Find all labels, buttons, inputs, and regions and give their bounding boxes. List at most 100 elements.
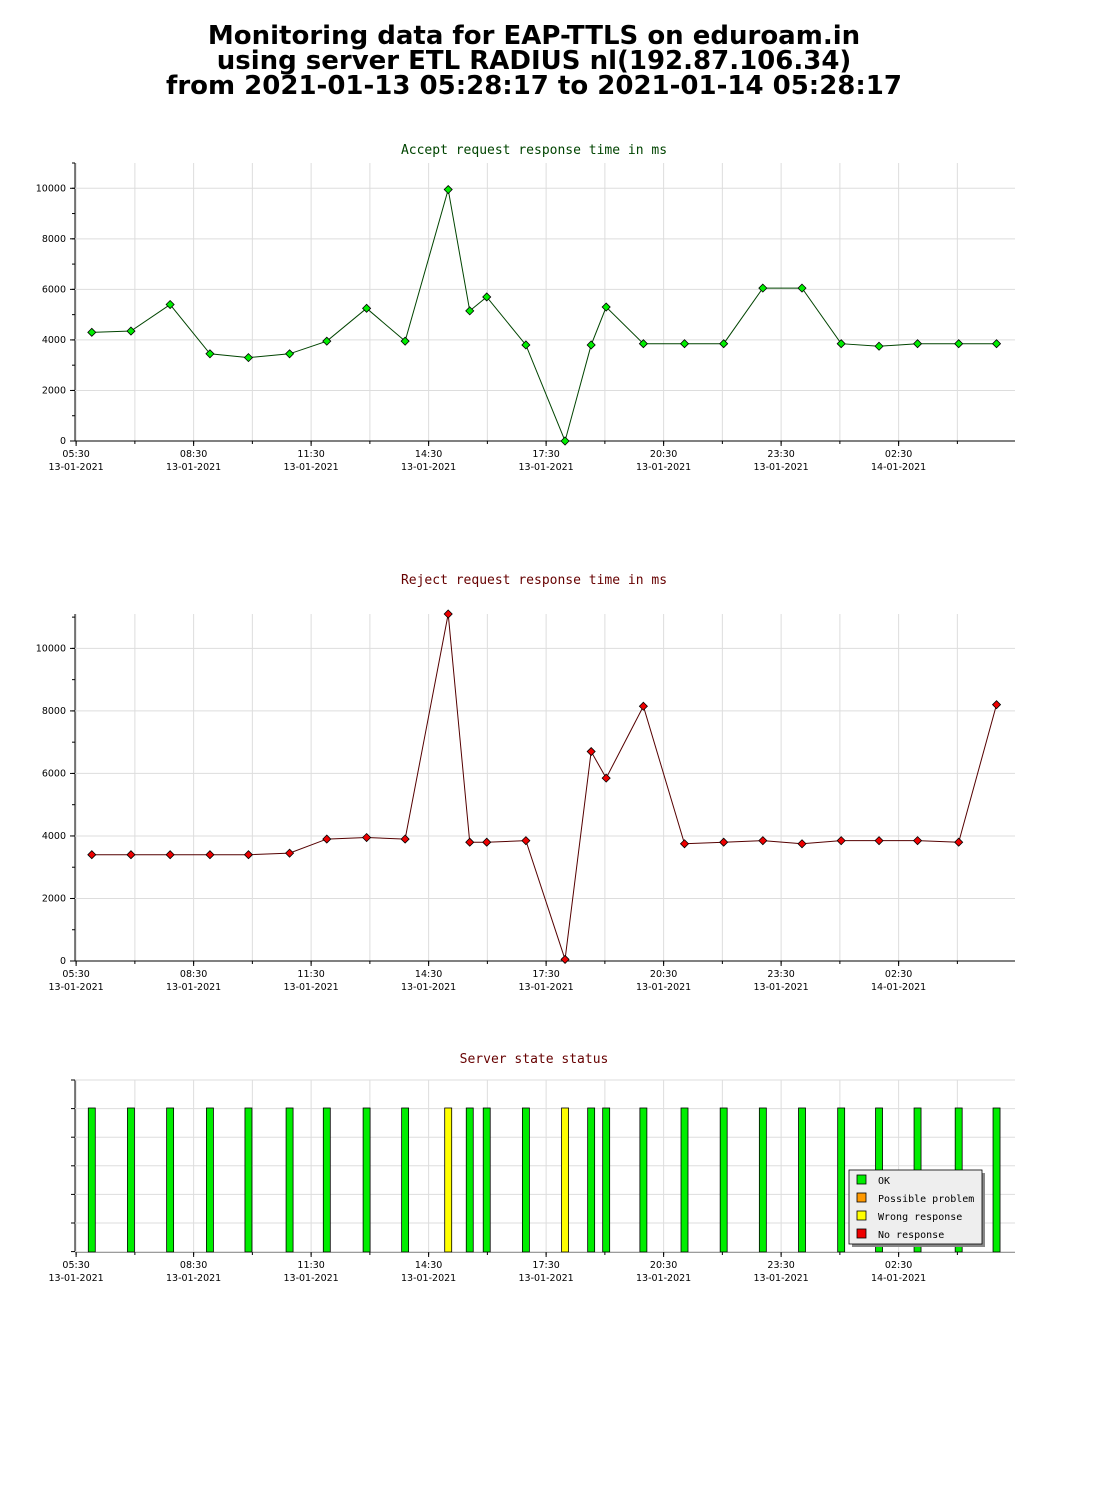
- status-bar: [166, 1107, 175, 1253]
- data-point: [719, 339, 729, 349]
- data-point: [243, 353, 254, 363]
- y-tick-label: 6000: [42, 284, 66, 295]
- legend-label: Possible problem: [878, 1194, 974, 1205]
- data-point: [362, 303, 372, 313]
- header-line-1: Monitoring data for EAP-TTLS on eduroam.…: [207, 21, 861, 51]
- x-tick-label-date: 13-01-2021: [166, 982, 221, 993]
- chart-title: Accept request response time in ms: [401, 143, 667, 158]
- data-point: [465, 306, 475, 316]
- data-point: [482, 837, 492, 847]
- x-tick-label-date: 13-01-2021: [401, 1273, 456, 1284]
- status-bar: [244, 1107, 253, 1253]
- x-tick-label-time: 11:30: [297, 1260, 324, 1271]
- y-tick-label: 8000: [42, 234, 66, 245]
- x-tick-label-time: 14:30: [415, 449, 442, 460]
- x-tick-label-time: 20:30: [650, 449, 677, 460]
- data-point: [243, 850, 254, 860]
- status-bar: [87, 1107, 96, 1253]
- data-point: [560, 436, 570, 446]
- chart-title: Server state status: [460, 1052, 609, 1067]
- x-tick-label-date: 13-01-2021: [284, 462, 339, 473]
- x-tick-label-date: 14-01-2021: [871, 982, 926, 993]
- series-line: [91, 613, 998, 960]
- x-tick-label-date: 13-01-2021: [49, 462, 104, 473]
- data-point: [362, 832, 372, 843]
- legend-swatch: [856, 1174, 867, 1185]
- data-point: [87, 327, 97, 337]
- x-tick-label-date: 13-01-2021: [49, 982, 104, 993]
- legend-label: Wrong response: [878, 1212, 962, 1223]
- legend-box: [848, 1169, 983, 1245]
- status-bar: [719, 1107, 728, 1253]
- data-point: [285, 848, 295, 858]
- data-point: [126, 326, 136, 336]
- data-point: [322, 336, 332, 346]
- series-line: [91, 189, 997, 443]
- data-point: [912, 836, 923, 846]
- status-bar: [521, 1107, 530, 1253]
- status-bar: [465, 1107, 474, 1253]
- data-point: [601, 302, 611, 312]
- legend-swatch: [856, 1228, 867, 1239]
- status-bar: [639, 1107, 648, 1253]
- data-point: [797, 283, 807, 293]
- data-point: [87, 850, 97, 860]
- x-tick-label-time: 05:30: [62, 969, 89, 980]
- data-point: [912, 339, 923, 349]
- x-tick-label-time: 02:30: [885, 449, 912, 460]
- x-tick-label-date: 13-01-2021: [166, 462, 221, 473]
- status-bar: [798, 1107, 806, 1253]
- y-tick-label: 0: [60, 956, 66, 967]
- x-tick-label-time: 14:30: [415, 1260, 442, 1271]
- x-tick-label-date: 13-01-2021: [401, 462, 456, 473]
- data-point: [991, 339, 1002, 349]
- x-tick-label-date: 13-01-2021: [284, 982, 339, 993]
- data-point: [400, 336, 410, 346]
- y-tick-label: 0: [60, 436, 66, 447]
- x-tick-label-time: 20:30: [650, 1260, 677, 1271]
- x-tick-label-time: 08:30: [180, 969, 207, 980]
- x-tick-label-time: 23:30: [767, 969, 794, 980]
- x-tick-label-date: 13-01-2021: [284, 1273, 339, 1284]
- legend-label: OK: [878, 1176, 890, 1187]
- status-bar: [401, 1107, 410, 1253]
- x-tick-label-date: 13-01-2021: [636, 462, 691, 473]
- data-point: [679, 339, 690, 349]
- x-tick-label-time: 05:30: [62, 449, 89, 460]
- data-point: [874, 341, 884, 351]
- x-tick-label-date: 13-01-2021: [519, 462, 574, 473]
- data-point: [758, 283, 768, 293]
- status-bar: [482, 1107, 491, 1253]
- data-point: [601, 773, 611, 783]
- data-point: [465, 837, 475, 847]
- x-tick-label-date: 13-01-2021: [754, 1273, 809, 1284]
- data-point: [954, 339, 964, 349]
- data-point: [443, 609, 453, 619]
- x-tick-label-date: 14-01-2021: [871, 462, 926, 473]
- status-bar: [362, 1107, 371, 1253]
- status-bar: [837, 1107, 846, 1253]
- page-header: Monitoring data for EAP-TTLS on eduroam.…: [0, 21, 1068, 99]
- status-bar: [758, 1107, 767, 1253]
- x-tick-label-date: 13-01-2021: [49, 1273, 104, 1284]
- data-point: [679, 839, 690, 849]
- x-tick-label-date: 13-01-2021: [401, 982, 456, 993]
- header-line-2: using server ETL RADIUS nl(192.87.106.34…: [216, 46, 852, 76]
- chart-title: Reject request response time in ms: [401, 573, 667, 588]
- data-point: [126, 850, 136, 860]
- x-tick-label-time: 08:30: [180, 449, 207, 460]
- status-bar: [127, 1107, 135, 1253]
- x-tick-label-date: 13-01-2021: [519, 982, 574, 993]
- data-point: [638, 701, 648, 711]
- x-tick-label-time: 05:30: [62, 1260, 89, 1271]
- data-point: [400, 834, 410, 844]
- y-tick-label: 10000: [36, 643, 66, 654]
- y-tick-label: 2000: [42, 385, 66, 396]
- x-tick-label-time: 11:30: [297, 969, 324, 980]
- data-point: [874, 836, 884, 846]
- data-point: [443, 184, 453, 195]
- x-tick-label-time: 08:30: [180, 1260, 207, 1271]
- data-point: [205, 850, 215, 860]
- data-point: [638, 339, 648, 349]
- status-bar: [206, 1107, 214, 1253]
